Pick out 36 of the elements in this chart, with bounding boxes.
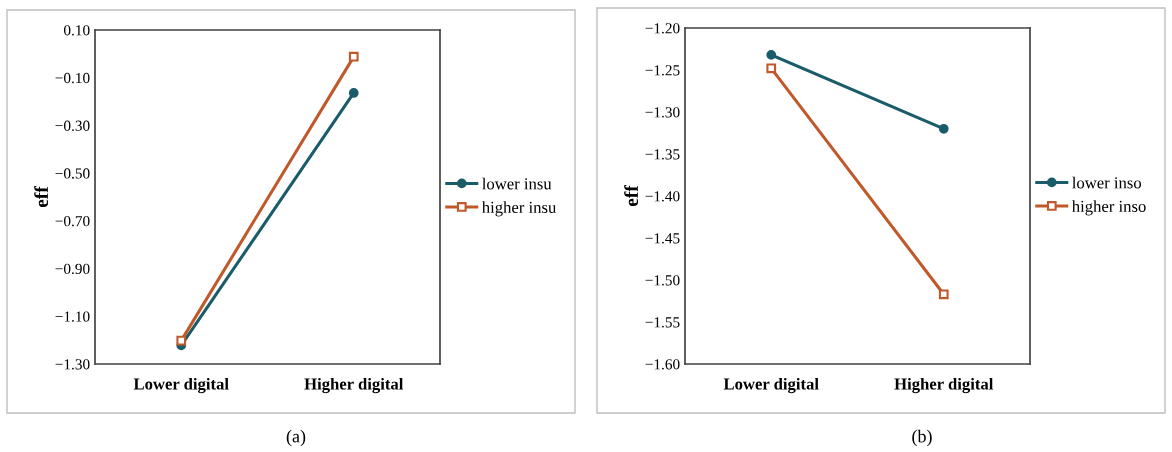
point <box>938 289 949 300</box>
legend-label: higher insu <box>481 201 557 217</box>
x-tick-label: Higher digital <box>894 377 994 394</box>
y-tick-label: −0.90 <box>55 263 90 275</box>
legend-label: higher inso <box>1071 200 1146 216</box>
y-axis-title: eff <box>624 185 639 207</box>
y-tick-label: −0.70 <box>55 216 90 227</box>
y-tick-label: −1.45 <box>645 233 680 244</box>
text: (b) <box>912 429 932 447</box>
point <box>348 88 359 98</box>
x-tick-label: Higher digital <box>304 377 404 394</box>
x-tick-label: Lower digital <box>723 377 819 394</box>
text: (a) <box>286 429 306 447</box>
point <box>766 63 777 74</box>
y-tick-label: −0.50 <box>55 168 90 179</box>
point <box>348 51 359 62</box>
x-tick-label: Lower digital <box>133 377 229 394</box>
y-tick-label: −1.50 <box>645 275 680 286</box>
y-tick-label: −0.30 <box>55 120 90 131</box>
y-tick-label: −1.30 <box>645 107 680 118</box>
y-tick-label: −1.25 <box>645 65 680 76</box>
legend-label: lower insu <box>482 177 552 190</box>
y-tick-label: −1.20 <box>645 23 680 34</box>
point <box>176 335 187 346</box>
y-tick-label: −1.30 <box>55 359 90 370</box>
point <box>766 50 777 60</box>
y-tick-label: −1.40 <box>645 191 680 202</box>
y-tick-label: −0.10 <box>55 72 90 84</box>
y-tick-label: −1.60 <box>645 359 680 370</box>
point <box>938 123 949 134</box>
y-axis-title: eff <box>34 186 49 208</box>
y-tick-label: −1.35 <box>645 149 680 160</box>
y-tick-label: 0.10 <box>63 25 90 36</box>
legend-label: lower inso <box>1072 176 1142 189</box>
y-tick-label: −1.55 <box>645 317 680 328</box>
y-tick-label: −1.10 <box>55 311 90 322</box>
